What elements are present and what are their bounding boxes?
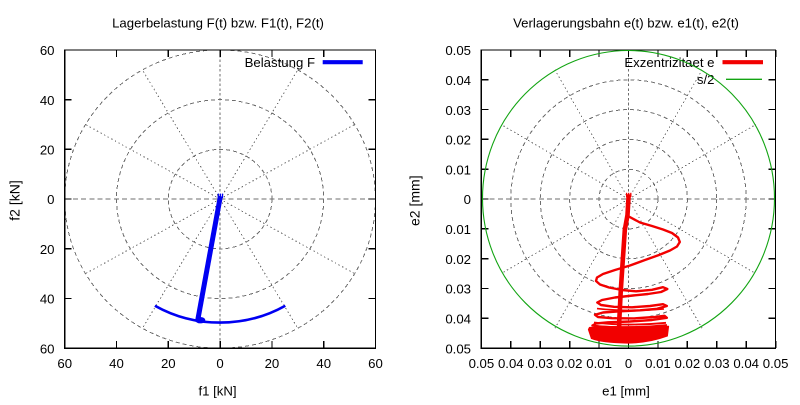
svg-text:40: 40 bbox=[316, 356, 331, 371]
svg-text:20: 20 bbox=[40, 143, 55, 158]
svg-text:0.03: 0.03 bbox=[445, 282, 471, 297]
svg-text:0.02: 0.02 bbox=[445, 252, 471, 267]
svg-text:40: 40 bbox=[40, 292, 55, 307]
svg-text:0: 0 bbox=[47, 192, 54, 207]
svg-text:60: 60 bbox=[40, 43, 55, 58]
svg-text:0.05: 0.05 bbox=[445, 341, 471, 356]
svg-text:20: 20 bbox=[40, 242, 55, 257]
svg-text:s/2: s/2 bbox=[697, 72, 715, 87]
svg-text:0.05: 0.05 bbox=[763, 356, 789, 371]
svg-text:40: 40 bbox=[109, 356, 124, 371]
svg-text:e1 [mm]: e1 [mm] bbox=[602, 383, 650, 398]
svg-text:Belastung F: Belastung F bbox=[245, 55, 315, 70]
svg-text:0.02: 0.02 bbox=[445, 133, 471, 148]
svg-text:0.01: 0.01 bbox=[586, 356, 612, 371]
svg-text:0.02: 0.02 bbox=[557, 356, 583, 371]
svg-text:0.02: 0.02 bbox=[675, 356, 701, 371]
svg-text:Exzentrizitaet e: Exzentrizitaet e bbox=[624, 55, 714, 70]
svg-text:Lagerbelastung F(t) bzw. F1(t): Lagerbelastung F(t) bzw. F1(t), F2(t) bbox=[112, 16, 324, 31]
svg-text:Verlagerungsbahn e(t) bzw. e1(: Verlagerungsbahn e(t) bzw. e1(t), e2(t) bbox=[513, 16, 739, 31]
svg-text:0.05: 0.05 bbox=[469, 356, 495, 371]
svg-text:f2 [kN]: f2 [kN] bbox=[6, 180, 22, 220]
svg-text:0.04: 0.04 bbox=[733, 356, 759, 371]
svg-text:0.03: 0.03 bbox=[445, 103, 471, 118]
svg-text:40: 40 bbox=[40, 93, 55, 108]
svg-text:0.05: 0.05 bbox=[445, 43, 471, 58]
svg-text:0.04: 0.04 bbox=[445, 73, 471, 88]
svg-text:f1 [kN]: f1 [kN] bbox=[198, 383, 236, 398]
svg-text:0: 0 bbox=[625, 356, 632, 371]
svg-text:0.01: 0.01 bbox=[645, 356, 671, 371]
svg-text:0: 0 bbox=[216, 356, 223, 371]
svg-text:0.01: 0.01 bbox=[445, 222, 471, 237]
svg-text:60: 60 bbox=[368, 356, 383, 371]
svg-text:0.03: 0.03 bbox=[704, 356, 730, 371]
svg-text:20: 20 bbox=[161, 356, 176, 371]
svg-text:0.04: 0.04 bbox=[498, 356, 524, 371]
svg-text:0.04: 0.04 bbox=[445, 312, 471, 327]
svg-text:0: 0 bbox=[464, 192, 471, 207]
svg-text:e2 [mm]: e2 [mm] bbox=[407, 175, 423, 226]
svg-text:60: 60 bbox=[57, 356, 72, 371]
svg-text:60: 60 bbox=[40, 341, 55, 356]
svg-text:0.01: 0.01 bbox=[445, 162, 471, 177]
svg-text:0.03: 0.03 bbox=[527, 356, 553, 371]
svg-text:20: 20 bbox=[265, 356, 280, 371]
